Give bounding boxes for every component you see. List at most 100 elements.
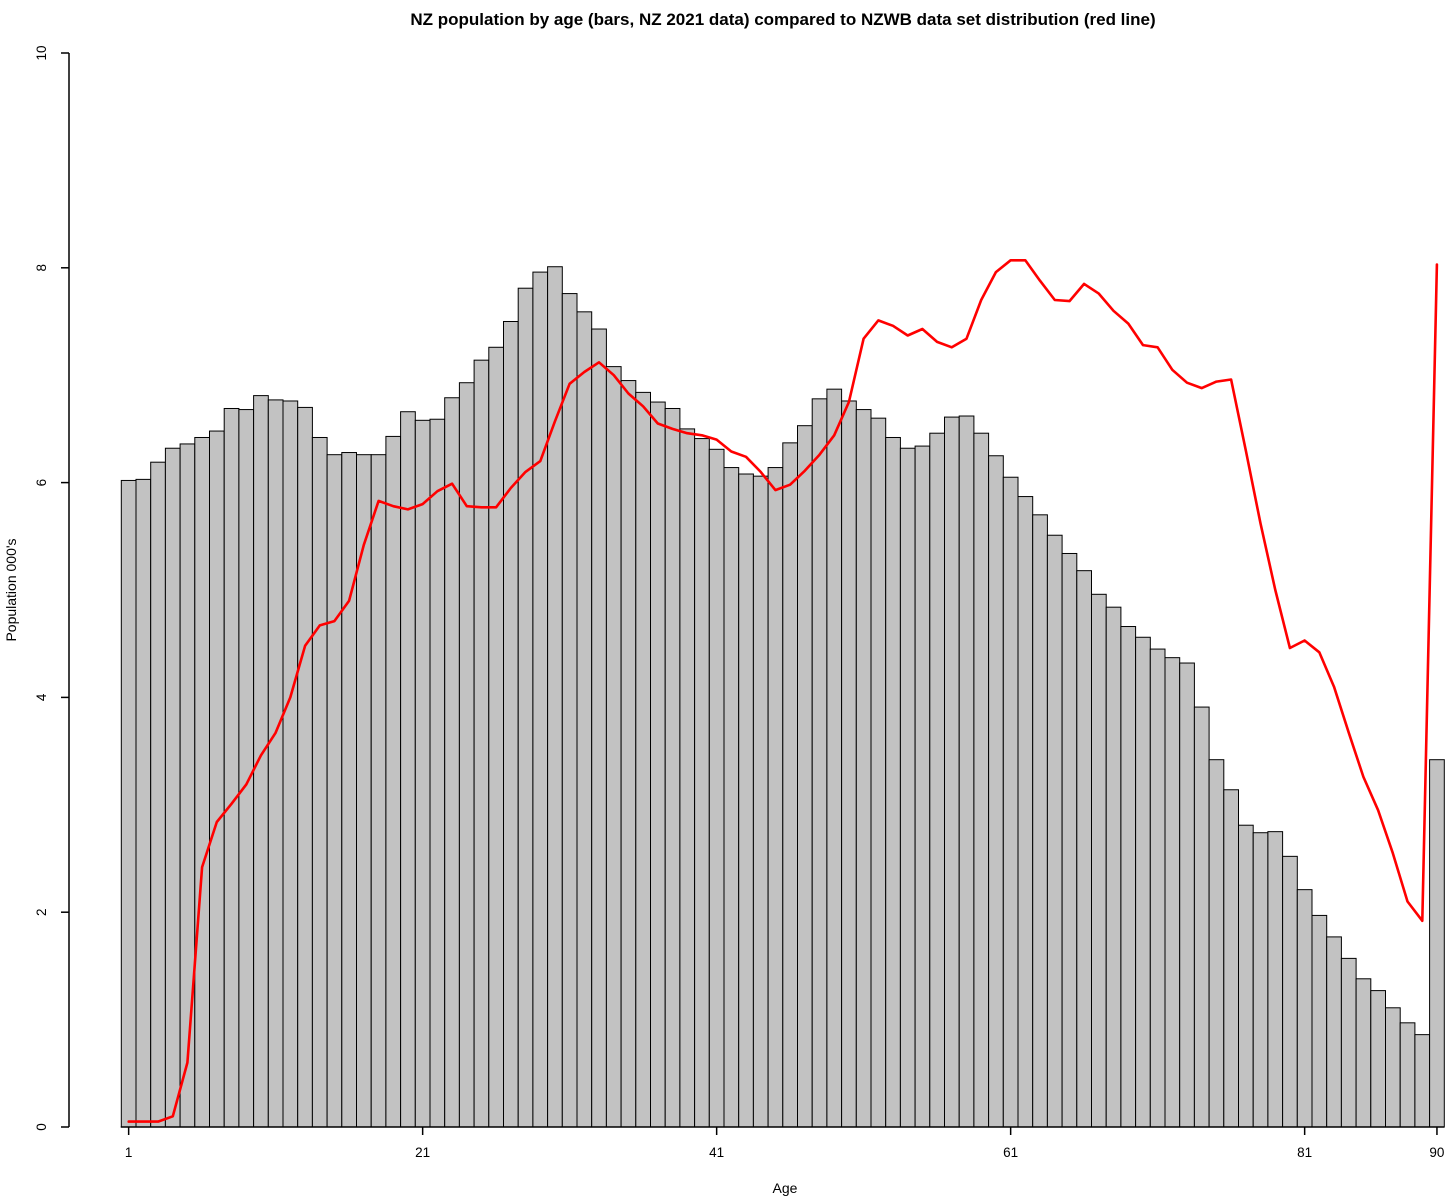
bar-age-29 xyxy=(532,271,549,1128)
bar-age-5 xyxy=(179,443,196,1128)
bar-age-4 xyxy=(164,447,181,1128)
bar-age-78 xyxy=(1252,832,1269,1128)
x-axis: 1 21 41 61 81 90 xyxy=(120,1126,1444,1160)
bar-age-55 xyxy=(914,445,931,1128)
x-tick-label-41: 41 xyxy=(709,1145,724,1160)
bar-age-73 xyxy=(1179,662,1195,1128)
bar-age-62 xyxy=(1017,496,1034,1128)
bar-age-3 xyxy=(150,461,166,1128)
bar-age-90 xyxy=(1429,759,1445,1128)
bar-age-81 xyxy=(1296,889,1313,1128)
bar-age-66 xyxy=(1076,570,1093,1128)
bar-age-58 xyxy=(958,415,975,1128)
bar-age-43 xyxy=(738,473,754,1128)
bar-age-60 xyxy=(988,455,1004,1128)
bar-age-26 xyxy=(488,346,504,1128)
bar-age-70 xyxy=(1135,636,1151,1128)
x-tick-label-61: 61 xyxy=(1003,1145,1018,1160)
bar-age-84 xyxy=(1340,957,1357,1128)
bar-age-57 xyxy=(944,416,960,1128)
y-axis-title: Population 000's xyxy=(3,538,19,641)
bar-age-67 xyxy=(1091,593,1107,1128)
bar-age-13 xyxy=(297,406,313,1128)
bar-age-34 xyxy=(605,366,622,1128)
y-tick-label-2: 2 xyxy=(34,908,49,916)
bar-age-18 xyxy=(370,454,387,1128)
bar-age-69 xyxy=(1120,626,1137,1128)
bar-age-52 xyxy=(870,417,887,1128)
bar-age-32 xyxy=(576,311,593,1128)
bar-age-37 xyxy=(650,401,666,1128)
bar-age-79 xyxy=(1267,831,1284,1128)
bar-age-2 xyxy=(135,478,152,1128)
y-tick-label-10: 10 xyxy=(34,45,49,60)
bar-age-68 xyxy=(1105,606,1122,1128)
chart-title: NZ population by age (bars, NZ 2021 data… xyxy=(410,10,1155,29)
bar-age-47 xyxy=(797,425,813,1128)
bar-age-39 xyxy=(679,428,696,1128)
bar-age-25 xyxy=(473,359,490,1128)
bar-age-12 xyxy=(282,400,299,1128)
bar-age-87 xyxy=(1385,1007,1401,1128)
bar-age-75 xyxy=(1208,759,1225,1128)
y-tick-label-4: 4 xyxy=(34,693,49,701)
bar-age-41 xyxy=(708,448,725,1128)
bar-age-20 xyxy=(400,411,416,1128)
bar-age-44 xyxy=(752,475,769,1128)
bar-age-88 xyxy=(1399,1022,1416,1128)
bar-age-6 xyxy=(194,436,211,1128)
bar-age-17 xyxy=(356,454,372,1128)
bar-age-77 xyxy=(1238,824,1254,1128)
x-tick-label-90: 90 xyxy=(1429,1145,1444,1160)
bar-age-86 xyxy=(1370,990,1387,1128)
bar-age-76 xyxy=(1223,789,1240,1128)
bar-age-16 xyxy=(341,452,357,1128)
bar-age-40 xyxy=(694,438,710,1128)
bar-age-80 xyxy=(1282,855,1298,1128)
x-axis-title: Age xyxy=(773,1180,798,1196)
y-tick-label-8: 8 xyxy=(34,264,49,272)
bar-age-53 xyxy=(885,436,901,1128)
bar-age-19 xyxy=(385,435,402,1128)
y-tick-label-6: 6 xyxy=(34,479,49,487)
bar-age-85 xyxy=(1355,978,1372,1128)
bar-age-89 xyxy=(1414,1034,1431,1128)
bar-age-35 xyxy=(620,380,637,1128)
bar-age-48 xyxy=(811,398,828,1128)
bar-age-15 xyxy=(326,454,343,1128)
bar-age-82 xyxy=(1311,914,1328,1128)
bar-age-31 xyxy=(561,293,578,1128)
bar-age-22 xyxy=(429,418,446,1128)
bar-age-61 xyxy=(1002,476,1019,1128)
bar-age-72 xyxy=(1164,657,1181,1128)
bar-age-50 xyxy=(841,400,857,1128)
y-tick-label-0: 0 xyxy=(34,1123,49,1131)
bar-age-59 xyxy=(973,432,990,1128)
bar-age-28 xyxy=(517,287,534,1128)
bar-age-36 xyxy=(635,391,651,1128)
nzwb-distribution-line xyxy=(127,258,1439,1123)
x-tick-label-81: 81 xyxy=(1297,1145,1312,1160)
bar-age-14 xyxy=(311,436,328,1128)
bar-age-1 xyxy=(120,479,137,1128)
bar-age-51 xyxy=(855,409,872,1128)
bar-age-7 xyxy=(209,430,225,1128)
bar-age-38 xyxy=(664,407,681,1128)
bar-age-64 xyxy=(1046,534,1063,1128)
bar-age-8 xyxy=(223,407,240,1128)
y-axis: 0 2 4 6 8 10 xyxy=(34,45,70,1131)
bar-age-23 xyxy=(444,397,460,1128)
bar-age-54 xyxy=(899,447,916,1128)
bar-age-42 xyxy=(723,467,740,1128)
bar-age-30 xyxy=(547,266,563,1128)
bar-age-11 xyxy=(267,399,284,1128)
bars-series xyxy=(120,266,1445,1128)
bar-age-46 xyxy=(782,442,798,1128)
bar-age-27 xyxy=(503,321,519,1128)
bar-age-71 xyxy=(1149,648,1166,1128)
bar-age-33 xyxy=(591,328,607,1128)
x-tick-label-21: 21 xyxy=(415,1145,430,1160)
bar-age-45 xyxy=(767,467,784,1128)
